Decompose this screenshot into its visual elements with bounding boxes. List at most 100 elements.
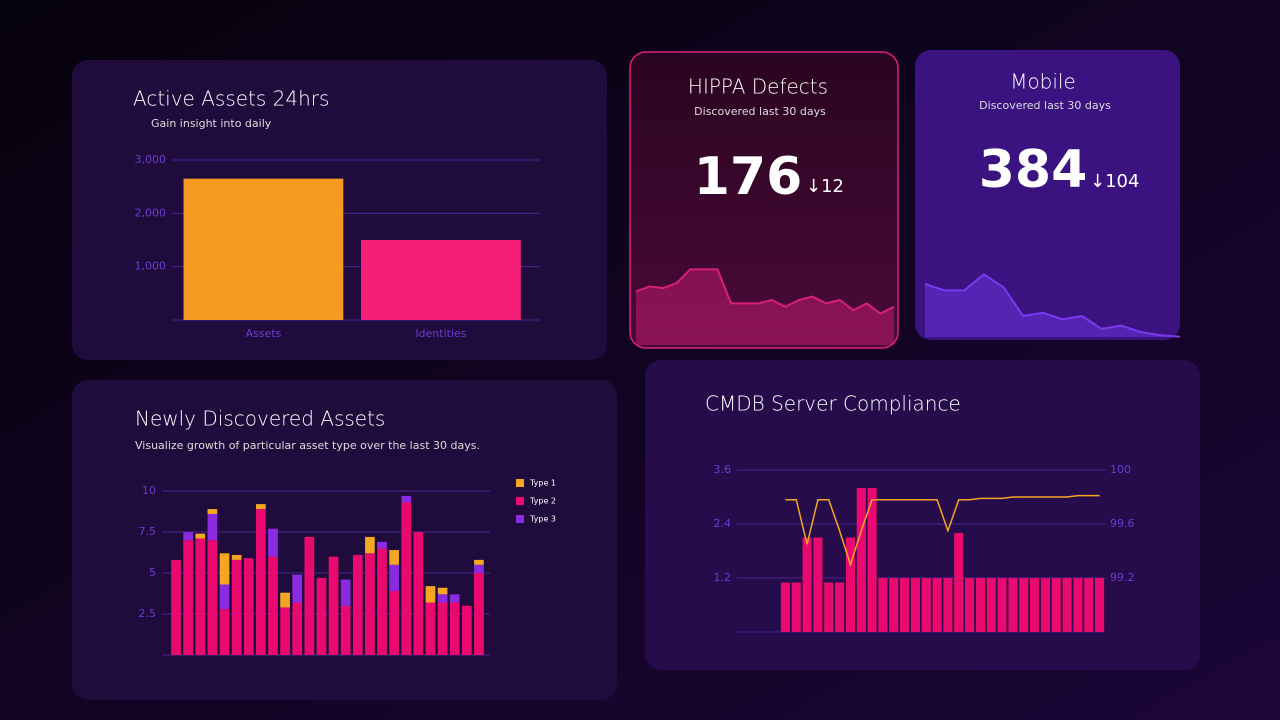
y2-tick-label: 99.2 [1110, 571, 1135, 584]
card-subtitle: Discovered last 30 days [979, 99, 1111, 112]
y-tick-label: 5 [149, 566, 156, 579]
bar [1040, 578, 1050, 632]
bar [780, 582, 790, 632]
sparkline [635, 268, 895, 315]
kpi-value: 384 [979, 140, 1088, 200]
bar-segment [437, 587, 448, 595]
bar [361, 240, 521, 320]
bar [845, 537, 855, 632]
bar [813, 537, 823, 632]
bar-segment [474, 564, 484, 573]
bar-segment [425, 586, 436, 603]
bar [1073, 578, 1083, 632]
bar [1095, 578, 1105, 632]
y-tick-label: 3,000 [135, 153, 167, 166]
bar-segment [207, 513, 218, 541]
bar-segment [292, 602, 303, 655]
bar-segment [449, 602, 460, 655]
legend-swatch [516, 497, 524, 505]
bar [878, 578, 888, 632]
bar [183, 178, 344, 320]
bar-segment [280, 592, 290, 608]
bar-segment [171, 559, 181, 655]
bar-segment [413, 532, 424, 655]
bar-segment [292, 574, 303, 603]
kpi-delta: ↓104 [1090, 171, 1139, 192]
card-title: Active Assets 24hrs [133, 87, 329, 111]
bar [1008, 578, 1018, 632]
line [785, 494, 1100, 567]
bar-segment [207, 509, 218, 514]
bar-segment [474, 559, 484, 565]
bar [867, 488, 877, 632]
y-tick-label: 1.2 [714, 571, 732, 584]
bar-segment [219, 584, 230, 610]
bar [997, 578, 1007, 632]
bar-segment [365, 553, 375, 655]
bar [943, 578, 953, 632]
bar [1019, 578, 1029, 632]
bar [921, 578, 931, 632]
bar [932, 578, 942, 632]
y-tick-label: 10 [142, 484, 156, 497]
bar [975, 578, 985, 632]
card-title: CMDB Server Compliance [705, 392, 961, 416]
sparkline [924, 273, 1181, 338]
legend-label: Type 3 [529, 515, 556, 524]
bar [791, 582, 801, 632]
bar-segment [219, 553, 230, 585]
bar-segment [328, 556, 339, 655]
bar-segment [304, 536, 315, 655]
bar-segment [183, 540, 194, 655]
bar [802, 537, 812, 632]
bar-segment [268, 528, 278, 557]
bar-segment [352, 554, 363, 655]
bar [1030, 578, 1040, 632]
bar [835, 582, 845, 632]
bar [1051, 578, 1061, 632]
bar-segment [183, 532, 194, 541]
bar-segment [401, 495, 412, 503]
bar-segment [437, 594, 448, 603]
card [629, 51, 899, 349]
bar-segment [195, 533, 206, 539]
bar-segment [256, 509, 266, 655]
bar [824, 582, 834, 632]
y-tick-label: 1,000 [135, 260, 167, 273]
bar-segment [243, 558, 254, 655]
y-tick-label: 7.5 [139, 525, 157, 538]
card-subtitle: Visualize growth of particular asset typ… [135, 439, 480, 452]
legend-label: Type 2 [529, 497, 556, 506]
card-title: HIPPA Defects [688, 75, 828, 99]
bar [889, 578, 899, 632]
sparkline-area [925, 274, 1180, 337]
bar-segment [437, 602, 448, 655]
bar-segment [377, 541, 387, 549]
bar-segment [377, 548, 387, 655]
bar-segment [389, 591, 399, 655]
bar-segment [474, 573, 484, 655]
kpi-delta: ↓12 [806, 176, 844, 197]
bar-segment [268, 556, 278, 655]
legend-label: Type 1 [529, 479, 556, 488]
bar [1084, 578, 1094, 632]
bar-segment [316, 577, 327, 655]
y2-tick-label: 99.6 [1110, 517, 1135, 530]
legend-swatch [516, 479, 524, 487]
card-title: Mobile [1010, 70, 1076, 94]
y-tick-label: 2.4 [714, 517, 732, 530]
bar-segment [256, 504, 266, 510]
x-tick-label: Identities [415, 327, 466, 340]
bar [965, 578, 975, 632]
bar-segment [231, 554, 242, 560]
card [915, 50, 1180, 340]
bar-segment [401, 502, 412, 655]
bar-segment [195, 538, 206, 655]
bar [856, 488, 866, 632]
x-tick-label: Assets [246, 327, 282, 340]
kpi-value: 176 [694, 147, 803, 207]
y-tick-label: 3.6 [714, 463, 732, 476]
bar-segment [231, 559, 242, 655]
bar [900, 578, 910, 632]
legend-swatch [516, 515, 524, 523]
